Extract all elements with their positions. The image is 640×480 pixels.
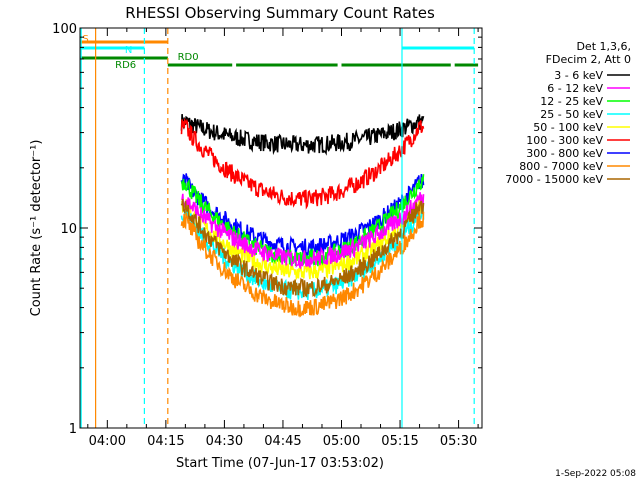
y-tick-label: 10 <box>60 222 77 237</box>
series-line-1 <box>180 192 425 270</box>
legend-entry-label: 50 - 100 keV <box>533 121 603 134</box>
legend-entry-label: 25 - 50 keV <box>540 108 603 121</box>
legend-entry-label: 800 - 7000 keV <box>519 160 603 173</box>
flag-label-s: S <box>82 34 88 45</box>
flag-label-n: N <box>125 45 132 56</box>
y-tick-label: 1 <box>69 422 77 437</box>
chart-title: RHESSI Observing Summary Count Rates <box>125 4 435 22</box>
legend-entry-label: 6 - 12 keV <box>547 82 603 95</box>
plot-frame <box>79 27 483 429</box>
series-line-8 <box>180 198 425 298</box>
x-tick-label: 05:30 <box>440 434 477 449</box>
flag-label-rd6: RD6 <box>115 60 136 71</box>
legend-header-line: Det 1,3,6, <box>576 40 631 53</box>
legend-entry-label: 300 - 800 keV <box>526 147 603 160</box>
x-tick-label: 05:00 <box>323 434 360 449</box>
legend-header-line: FDecim 2, Att 0 <box>546 53 631 66</box>
y-axis-label: Count Rate (s⁻¹ detector⁻¹) <box>29 140 44 317</box>
x-axis-label: Start Time (07-Jun-17 03:53:02) <box>176 456 384 471</box>
legend-entry-label: 12 - 25 keV <box>540 95 603 108</box>
series-line-2 <box>180 174 425 268</box>
series-line-0 <box>180 114 425 156</box>
y-tick-label: 100 <box>52 22 77 37</box>
series-line-5 <box>180 117 425 210</box>
x-tick-label: 04:00 <box>89 434 126 449</box>
x-tick-label: 04:45 <box>264 434 301 449</box>
series-line-7 <box>180 211 425 318</box>
legend-entry-label: 100 - 300 keV <box>526 134 603 147</box>
legend-entry-label: 3 - 6 keV <box>554 69 603 82</box>
x-tick-label: 04:15 <box>147 434 184 449</box>
flag-label-rd0: RD0 <box>178 52 199 63</box>
x-tick-label: 04:30 <box>206 434 243 449</box>
timestamp-label: 1-Sep-2022 05:08 <box>555 469 636 479</box>
legend-entry-label: 7000 - 15000 keV <box>505 173 603 186</box>
x-tick-label: 05:15 <box>381 434 418 449</box>
